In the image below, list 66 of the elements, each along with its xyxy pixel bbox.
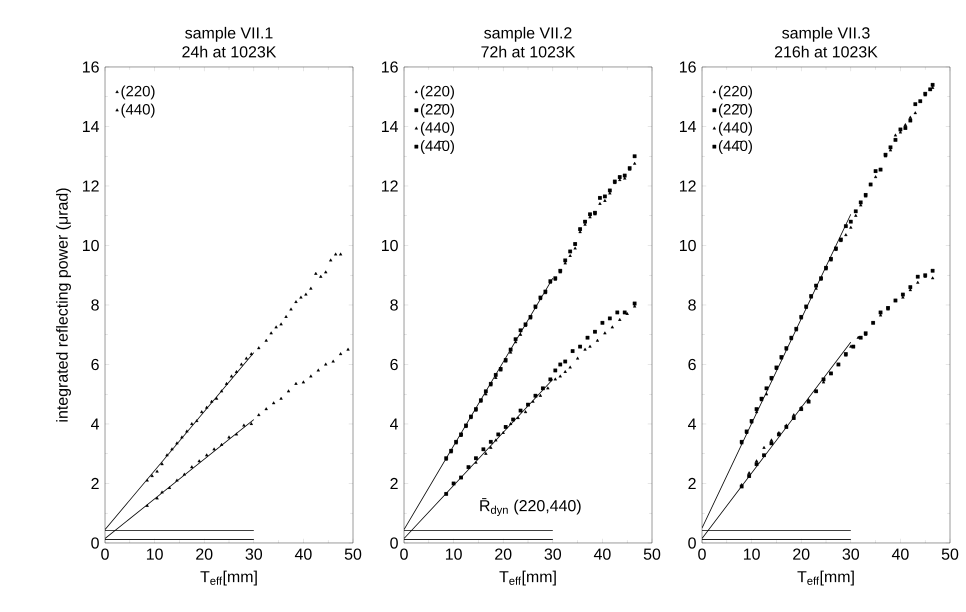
legend-label: (220)	[121, 85, 155, 100]
x-tick-label: 50	[942, 548, 958, 560]
x-tick-label: 50	[344, 548, 362, 560]
y-tick-label: 14	[382, 121, 398, 132]
legend-label: (220)	[718, 85, 752, 100]
y-tick-label: 8	[688, 299, 696, 311]
y-tick-label: 10	[82, 240, 99, 252]
y-tick-label: 12	[82, 180, 99, 192]
y-tick-label: 16	[382, 61, 398, 73]
chart-title: sample VII.2	[484, 26, 572, 42]
legend-label: (440)	[121, 104, 155, 118]
x-tick-label: 10	[446, 548, 462, 560]
x-tick-label: 10	[744, 548, 760, 560]
x-tick-label: 20	[196, 548, 212, 560]
legend-label: (220)	[420, 85, 454, 100]
x-tick-label: 40	[294, 548, 312, 560]
y-tick-label: 0	[688, 537, 696, 549]
chart-subtitle: 72h at 1023K	[481, 46, 576, 58]
chart-subtitle: 24h at 1023K	[182, 46, 276, 58]
x-tick-label: 40	[892, 548, 909, 560]
x-tick-label: 10	[146, 548, 163, 560]
legend-label: (22̄0)	[420, 104, 454, 118]
legend-label: (22̄0)	[718, 104, 752, 118]
chart-title: sample VII.1	[185, 26, 272, 42]
legend-label: (440)	[718, 122, 752, 136]
y-tick-label: 2	[688, 478, 696, 490]
x-tick-label: 30	[246, 548, 262, 560]
x-tick-label: 0	[698, 548, 706, 560]
x-tick-label: 30	[544, 548, 562, 560]
legend-label: (44̄0)	[420, 140, 454, 154]
y-tick-label: 8	[91, 299, 99, 311]
x-axis-title: T$_{eff}$[mm]	[499, 570, 556, 586]
y-tick-label: 16	[82, 61, 99, 73]
y-tick-label: 6	[91, 358, 99, 370]
y-tick-label: 4	[90, 418, 100, 430]
x-tick-label: 0	[400, 548, 408, 560]
y-tick-label: 16	[680, 61, 696, 73]
y-tick-label: 2	[390, 478, 398, 490]
y-tick-label: 10	[680, 240, 696, 252]
annotation: R̄$_{dyn}$ (220,440)	[480, 498, 581, 516]
x-tick-label: 20	[495, 548, 512, 560]
y-tick-label: 12	[382, 180, 398, 192]
x-tick-label: 30	[842, 548, 860, 560]
x-tick-label: 50	[644, 548, 660, 560]
y-tick-label: 2	[91, 478, 99, 490]
legend-label: (44̄0)	[718, 140, 752, 154]
x-tick-label: 0	[101, 548, 109, 560]
y-tick-label: 6	[688, 358, 696, 370]
x-tick-label: 20	[793, 548, 810, 560]
y-tick-label: 10	[382, 240, 398, 252]
chart-subtitle: 216h at 1023K	[774, 46, 878, 58]
y-tick-label: 14	[82, 121, 100, 132]
x-axis-title: T$_{eff}$[mm]	[200, 570, 257, 586]
y-tick-label: 4	[390, 418, 398, 430]
chart-title: sample VII.3	[782, 26, 870, 42]
y-tick-label: 6	[390, 358, 398, 370]
x-tick-label: 40	[594, 548, 611, 560]
legend-label: (440)	[420, 122, 454, 136]
y-tick-label: 12	[680, 180, 696, 192]
y-tick-label: 14	[680, 121, 696, 132]
y-tick-label: 0	[390, 537, 398, 549]
y-tick-label: 8	[390, 299, 398, 311]
y-tick-label: 0	[91, 537, 99, 549]
y-axis-title: integrated reflecting power (μrad)	[56, 188, 71, 422]
y-tick-label: 4	[688, 418, 696, 430]
x-axis-title: T$_{eff}$[mm]	[797, 570, 854, 586]
